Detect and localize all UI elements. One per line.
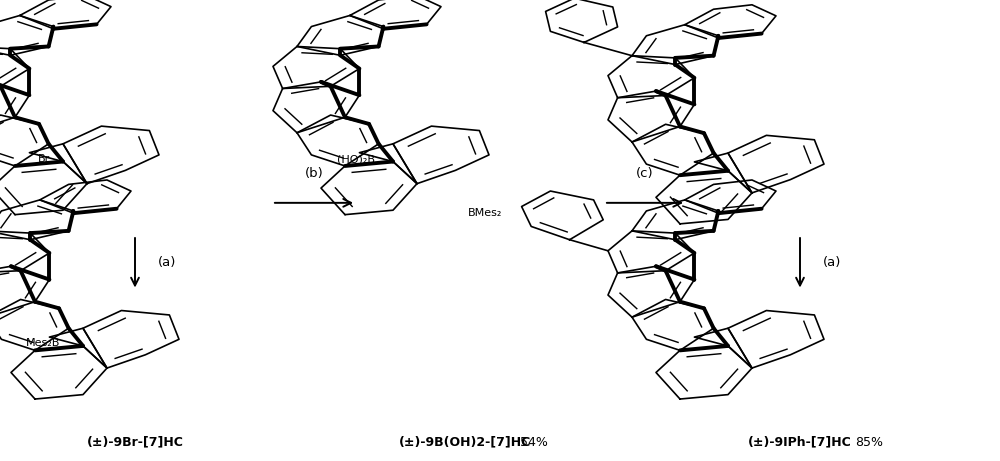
Text: 85%: 85% bbox=[855, 436, 883, 449]
Text: 54%: 54% bbox=[520, 436, 548, 449]
Text: BMes₂: BMes₂ bbox=[468, 208, 502, 218]
Text: (±)-9B(OH)2-[7]HC: (±)-9B(OH)2-[7]HC bbox=[399, 436, 531, 449]
Text: (±)-9IPh-[7]HC: (±)-9IPh-[7]HC bbox=[748, 436, 852, 449]
Text: (±)-9Br-[7]HC: (±)-9Br-[7]HC bbox=[87, 436, 183, 449]
Text: Mes₂B: Mes₂B bbox=[26, 338, 60, 349]
Text: (HO)₂B: (HO)₂B bbox=[337, 154, 375, 164]
Text: (b): (b) bbox=[305, 167, 323, 180]
Text: Br: Br bbox=[38, 154, 50, 164]
Text: (a): (a) bbox=[823, 256, 841, 269]
Text: (a): (a) bbox=[158, 256, 176, 269]
Text: (c): (c) bbox=[636, 167, 654, 180]
